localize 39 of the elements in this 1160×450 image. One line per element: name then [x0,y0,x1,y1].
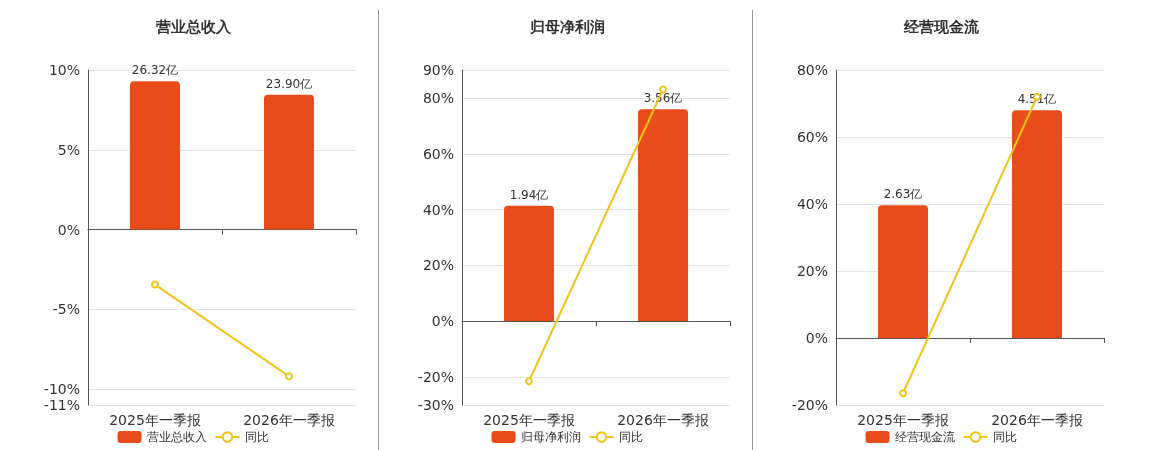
data-label: 23.90亿 [265,76,313,91]
x-tick-label: 2025年一季报 [857,412,949,428]
y-tick-label: -5% [52,301,80,318]
y-tick-label: -30% [417,397,454,413]
y-tick-label: 40% [422,201,454,218]
legend-label: 同比 [618,430,643,444]
y-tick-label: 0% [57,221,80,238]
chart-title: 营业总收入 [154,17,232,36]
y-tick-label: 80% [422,89,454,106]
data-label: 1.94亿 [509,187,549,202]
y-tick-label: 0% [805,330,828,346]
y-tick-label: 5% [57,141,80,158]
y-tick-label: 10% [48,62,80,78]
legend-label: 同比 [244,430,269,444]
x-tick-label: 2025年一季报 [109,412,201,428]
legend-label: 同比 [992,430,1017,444]
y-tick-label: -10% [43,381,80,398]
y-tick-label: 60% [796,129,828,145]
data-label: 2.63亿 [883,187,923,202]
y-tick-label: 80% [796,62,828,78]
y-tick-label: 90% [422,62,454,78]
chart-title: 归母净利润 [528,17,605,36]
y-tick-label: 60% [422,145,454,162]
x-tick-label: 2026年一季报 [617,412,709,428]
x-tick-label: 2026年一季报 [991,412,1083,428]
legend-label: 营业总收入 [146,430,207,444]
y-tick-label: 40% [796,196,828,212]
y-tick-label: 0% [431,313,454,330]
y-tick-label: 20% [422,257,454,274]
legend-label: 经营现金流 [894,430,955,444]
y-tick-label: -20% [417,369,454,386]
legend-label: 归母净利润 [520,430,581,444]
y-tick-label: 20% [796,263,828,279]
y-tick-label: -20% [791,397,828,413]
x-tick-label: 2025年一季报 [483,412,575,428]
chart-title: 经营现金流 [902,17,980,36]
y-tick-label: -11% [43,397,80,413]
data-label: 26.32亿 [131,63,179,78]
x-tick-label: 2026年一季报 [243,412,335,428]
